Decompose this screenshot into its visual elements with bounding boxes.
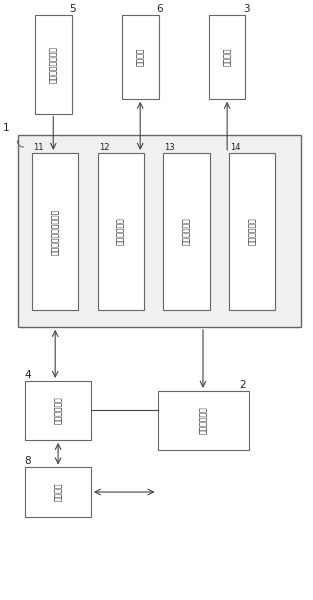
Bar [209, 15, 245, 99]
Bar [163, 153, 210, 310]
Bar [35, 15, 72, 113]
Text: 12: 12 [99, 143, 109, 152]
Text: 5: 5 [70, 4, 76, 14]
Text: 6: 6 [156, 4, 163, 14]
Text: 返回控制单元: 返回控制单元 [248, 218, 257, 245]
Text: 1: 1 [3, 123, 10, 133]
Bar [229, 153, 275, 310]
Text: 3: 3 [244, 4, 250, 14]
Bar [32, 153, 78, 310]
Text: 移动模块: 移动模块 [223, 48, 232, 66]
Text: 移动控制单元: 移动控制单元 [182, 218, 191, 245]
Text: 外部电源插座识别单元: 外部电源插座识别单元 [51, 208, 60, 254]
Bar [25, 467, 91, 517]
Text: 14: 14 [230, 143, 241, 152]
Text: 电源连接模块: 电源连接模块 [199, 406, 208, 434]
Text: 2: 2 [240, 380, 246, 390]
Text: 8: 8 [24, 457, 31, 466]
Text: 11: 11 [33, 143, 44, 152]
Text: 4: 4 [24, 370, 31, 380]
Text: 位置计算单元: 位置计算单元 [116, 218, 126, 245]
Bar [25, 381, 91, 440]
Bar [18, 135, 300, 327]
Bar [122, 15, 159, 99]
Bar [157, 391, 249, 450]
Text: 充电电源: 充电电源 [54, 483, 63, 501]
Text: 外部影像采集模块: 外部影像采集模块 [49, 46, 58, 83]
Bar [98, 153, 144, 310]
Text: 存储模块: 存储模块 [136, 48, 145, 66]
Text: 电池监控模块: 电池监控模块 [54, 397, 63, 424]
Text: 13: 13 [164, 143, 175, 152]
